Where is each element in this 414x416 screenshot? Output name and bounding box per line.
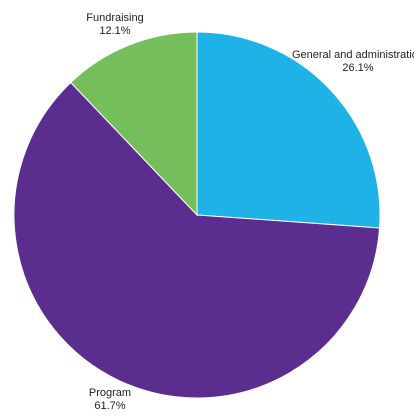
slice-name: Program [89, 387, 131, 399]
slice-percent: 12.1% [99, 25, 130, 37]
pie-slice-fundraising [70, 31, 198, 217]
pie-slice-program [13, 81, 381, 399]
slice-label-general-and-administration: General and administration 26.1% [292, 49, 414, 74]
slice-percent: 61.7% [94, 400, 125, 412]
slice-label-program: Program 61.7% [89, 387, 131, 412]
slice-name: General and administration [292, 49, 414, 61]
slice-label-fundraising: Fundraising 12.1% [86, 12, 143, 37]
pie-slices [13, 31, 381, 399]
slice-percent: 26.1% [342, 62, 373, 74]
slice-name: Fundraising [86, 12, 143, 24]
pie-slice-general-and-administration [196, 31, 381, 229]
pie-labels: General and administration 26.1% Program 61… [86, 12, 414, 412]
